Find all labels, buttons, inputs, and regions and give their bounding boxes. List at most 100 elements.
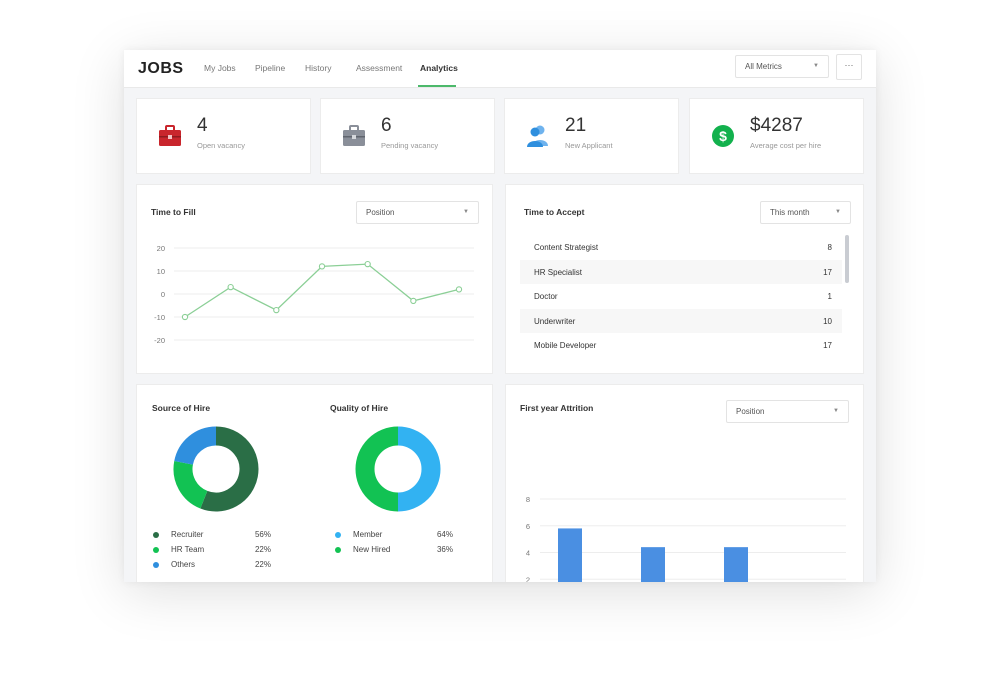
stat-label: Open vacancy (197, 141, 245, 150)
stat-label: Average cost per hire (750, 141, 822, 150)
position-select[interactable]: Position ▼ (726, 400, 849, 423)
stat-value: $4287 (750, 115, 803, 136)
list-item[interactable]: Underwriter 10 (520, 308, 842, 333)
tab-assessment[interactable]: Assessment (356, 63, 403, 73)
tab-my-jobs[interactable]: My Jobs (204, 63, 236, 73)
donut-slice (173, 461, 208, 509)
legend-label: Member (353, 530, 383, 539)
bar (724, 547, 748, 582)
series-line (184, 263, 460, 318)
bar (641, 547, 665, 582)
position-value: 10 (823, 316, 832, 326)
y-tick-label: 10 (156, 267, 165, 276)
y-tick-label: 4 (526, 549, 530, 558)
y-tick-label: 8 (526, 495, 530, 504)
stat-label: Pending vacancy (381, 141, 439, 150)
position-select-value: Position (366, 208, 395, 217)
tab-history[interactable]: History (305, 63, 332, 73)
time-to-fill-line-chart (174, 247, 474, 341)
quality-of-hire-legend: Member 64% New Hired 36% (335, 530, 453, 560)
position-name: Mobile Developer (534, 341, 597, 350)
time-to-accept-card: Time to Accept This month ▼ Content Stra… (505, 184, 864, 374)
stat-value: 6 (381, 115, 392, 136)
legend-item: HR Team 22% (153, 545, 271, 560)
stat-card-average-cost: $ $4287 Average cost per hire (689, 98, 864, 174)
legend-dot (335, 532, 341, 538)
metrics-select-value: All Metrics (745, 62, 782, 71)
bar (558, 528, 582, 582)
data-point (273, 306, 280, 314)
y-tick-label: 20 (156, 244, 165, 253)
position-select[interactable]: Position ▼ (356, 201, 479, 224)
position-name: Doctor (534, 292, 558, 301)
data-point (364, 260, 371, 268)
more-options-button[interactable]: ··· (836, 54, 862, 80)
stat-value: 4 (197, 115, 208, 136)
dollar-icon: $ (712, 125, 734, 147)
position-select-value: Position (736, 407, 765, 416)
data-point (410, 297, 417, 305)
legend-dot (153, 562, 159, 568)
legend-value: 64% (436, 530, 453, 539)
list-item[interactable]: Mobile Developer 17 (520, 333, 842, 358)
data-point (227, 283, 234, 291)
quality-of-hire-donut (355, 426, 441, 512)
data-point (181, 313, 189, 321)
metrics-select[interactable]: All Metrics ▼ (735, 55, 829, 78)
donut-slice (355, 426, 399, 512)
position-name: Underwriter (534, 316, 576, 326)
hire-breakdown-card: Source of Hire Quality of Hire Recruiter… (136, 384, 493, 582)
legend-value: 22% (254, 560, 271, 569)
legend-dot (335, 547, 341, 553)
y-tick-label: -10 (154, 313, 165, 322)
y-tick-label: 2 (526, 575, 530, 582)
list-item[interactable]: HR Specialist 17 (520, 259, 842, 284)
attrition-card: First year Attrition Position ▼ 8642Q1Q2… (505, 384, 864, 582)
active-tab-indicator (418, 85, 456, 87)
tab-analytics[interactable]: Analytics (420, 63, 458, 73)
legend-value: 22% (254, 545, 271, 554)
position-list: Content Strategist 8 HR Specialist 17 Do… (520, 235, 842, 358)
legend-value: 56% (254, 530, 271, 539)
data-point (455, 286, 463, 293)
attrition-bar-chart: 8642Q1Q2Q3Q4 (526, 495, 846, 582)
legend-item: Recruiter 56% (153, 530, 271, 545)
list-item[interactable]: Doctor 1 (520, 284, 842, 309)
position-value: 1 (827, 292, 832, 301)
stat-card-pending-vacancy: 6 Pending vacancy (320, 98, 495, 174)
position-value: 17 (823, 267, 832, 277)
position-name: Content Strategist (534, 243, 599, 252)
position-name: HR Specialist (534, 267, 583, 277)
legend-value: 36% (436, 545, 453, 554)
stat-label: New Applicant (565, 141, 613, 150)
brand-logo: JOBS (138, 60, 184, 77)
legend-dot (153, 547, 159, 553)
tab-pipeline[interactable]: Pipeline (255, 63, 286, 73)
chevron-down-icon: ▼ (813, 63, 819, 69)
donut-slice (200, 426, 259, 512)
card-title: Time to Accept (524, 207, 585, 217)
position-value: 8 (827, 243, 832, 252)
legend-label: HR Team (171, 545, 205, 554)
list-scrollbar[interactable] (845, 235, 849, 283)
donut-slice (174, 426, 217, 466)
card-title: Time to Fill (151, 207, 196, 217)
period-select[interactable]: This month ▼ (760, 201, 851, 224)
list-item[interactable]: Content Strategist 8 (520, 235, 842, 260)
time-to-fill-card: Time to Fill Position ▼ 20 10 0 -10 -20 (136, 184, 493, 374)
source-of-hire-donut (173, 426, 259, 512)
legend-label: Others (171, 560, 196, 569)
svg-text:$: $ (719, 128, 727, 144)
legend-label: New Hired (353, 545, 391, 554)
legend-dot (153, 532, 159, 538)
y-tick-label: 6 (526, 522, 530, 531)
donut-slice (397, 426, 441, 512)
stat-value: 21 (565, 115, 587, 136)
legend-item: Member 64% (335, 530, 453, 545)
data-point (318, 263, 326, 270)
chevron-down-icon: ▼ (835, 209, 841, 215)
stat-card-new-applicant: 21 New Applicant (504, 98, 679, 174)
source-of-hire-legend: Recruiter 56% HR Team 22% Others 22% (153, 530, 271, 575)
legend-item: New Hired 36% (335, 545, 453, 560)
stat-card-open-vacancy: 4 Open vacancy (136, 98, 311, 174)
